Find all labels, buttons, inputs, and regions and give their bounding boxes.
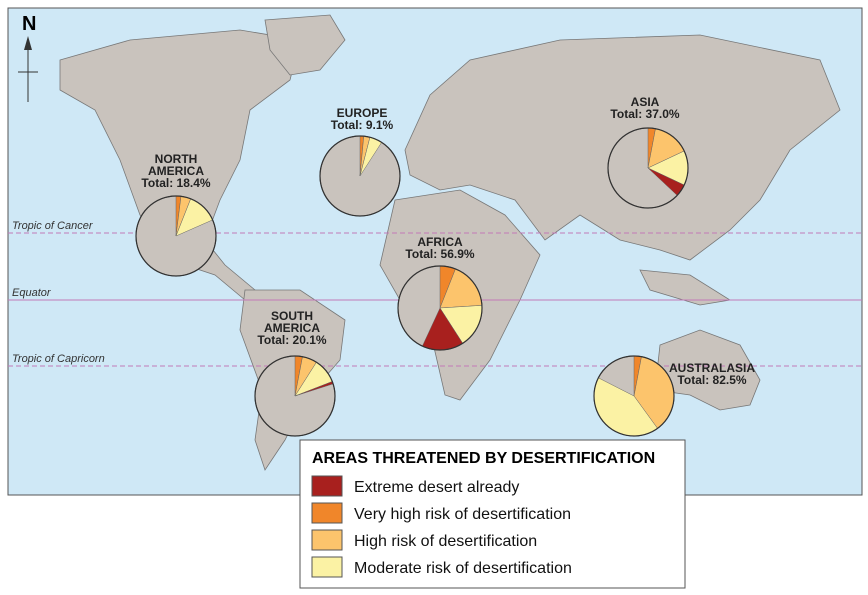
pie-outline bbox=[254, 355, 336, 437]
region-total: Total: 37.0% bbox=[610, 107, 679, 121]
pie-outline bbox=[593, 355, 675, 437]
region-name: AUSTRALASIA bbox=[669, 361, 755, 375]
region-name: EUROPE bbox=[337, 106, 388, 120]
legend-swatch bbox=[311, 529, 343, 551]
pie-outline bbox=[397, 265, 483, 351]
arrow-head bbox=[24, 36, 32, 50]
region-total: Total: 9.1% bbox=[331, 118, 394, 132]
legend-label: High risk of desertification bbox=[354, 533, 537, 550]
legend: AREAS THREATENED BY DESERTIFICATION Extr… bbox=[299, 439, 686, 589]
legend-swatch bbox=[311, 556, 343, 578]
pie-outline bbox=[607, 127, 689, 209]
region-total: Total: 20.1% bbox=[257, 333, 326, 347]
legend-label: Extreme desert already bbox=[354, 479, 519, 496]
pie-outline bbox=[135, 195, 217, 277]
indonesia bbox=[639, 269, 732, 306]
legend-title: AREAS THREATENED BY DESERTIFICATION bbox=[312, 450, 655, 467]
region-total: Total: 82.5% bbox=[677, 373, 746, 387]
legend-label: Very high risk of desertification bbox=[354, 506, 571, 523]
legend-swatch bbox=[311, 475, 343, 497]
region-name: SOUTH bbox=[271, 309, 313, 323]
greenland bbox=[264, 14, 346, 76]
region-total: Total: 56.9% bbox=[405, 247, 474, 261]
north-arrow: N bbox=[18, 13, 38, 102]
region-name: AMERICA bbox=[148, 164, 204, 178]
latitude-label: Equator bbox=[12, 287, 52, 299]
region-name: NORTH bbox=[155, 152, 198, 166]
region-total: Total: 18.4% bbox=[141, 176, 210, 190]
latitude-label: Tropic of Cancer bbox=[12, 220, 94, 232]
legend-label: Moderate risk of desertification bbox=[354, 560, 572, 577]
legend-box bbox=[299, 439, 686, 589]
region-name: AFRICA bbox=[417, 235, 463, 249]
pie-outline bbox=[319, 135, 401, 217]
region-name: ASIA bbox=[631, 95, 660, 109]
latitude-label: Tropic of Capricorn bbox=[12, 353, 105, 365]
region-name: AMERICA bbox=[264, 321, 320, 335]
legend-swatch bbox=[311, 502, 343, 524]
north-label: N bbox=[22, 13, 36, 35]
